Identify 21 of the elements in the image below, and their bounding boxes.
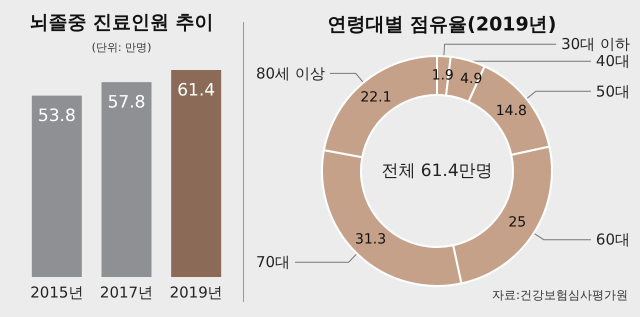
slice-label: 40대 [596,52,630,70]
chart-title: 연령대별 점유율(2019년) [328,14,556,36]
chart-subtitle: (단위: 만명) [92,41,152,54]
slice-label: 60대 [596,230,630,249]
data-label: 14.8 [496,103,527,120]
chart-title: 뇌졸중 진료인원 추이 [29,12,214,34]
data-label: 57.8 [108,92,146,113]
data-label: 22.1 [360,90,392,106]
x-tick-label: 2019년 [170,284,223,302]
x-tick-label: 2017년 [100,284,154,302]
slice-label: 80세 이상 [256,64,325,82]
text: 자료:건강보험심사평가원 [492,288,628,302]
data-label: 53.8 [38,106,76,126]
slice-label: 50대 [596,82,630,100]
data-label: 25 [508,214,526,231]
x-tick-label: 2015년 [30,284,84,302]
data-label: 31.3 [354,232,386,248]
data-label: 61.4 [177,80,216,100]
slice-label: 30대 이하 [561,35,630,54]
slice-label: 70대 [256,253,290,272]
text: 전체 61.4만명 [381,161,493,181]
